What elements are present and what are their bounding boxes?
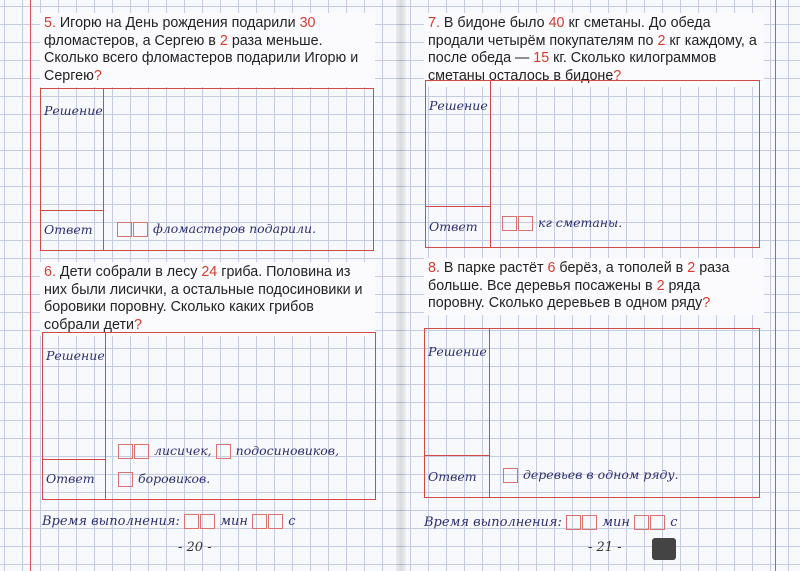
answer-label: Ответ bbox=[429, 219, 478, 234]
page-number: - 20 - bbox=[178, 540, 212, 555]
highlight-text: 5. bbox=[44, 15, 56, 31]
highlight-text: 15 bbox=[533, 50, 550, 66]
problem-8-text: 8. В парке растёт 6 берёз, а тополей в 2… bbox=[424, 258, 764, 315]
answer-label: Ответ bbox=[44, 222, 93, 237]
problem-text: кг каждому, а после обеда — bbox=[428, 32, 757, 67]
problem-text: кг. Сколько килограммов сметаны осталось… bbox=[428, 50, 717, 84]
answer-line: боровиков. bbox=[118, 471, 210, 487]
sec-cell[interactable] bbox=[634, 515, 650, 530]
problem-text: берёз, а тополей в bbox=[555, 260, 688, 276]
answer-cell[interactable] bbox=[133, 222, 148, 237]
problem-text: кг сметаны. До обеда продали четырём пок… bbox=[428, 15, 711, 49]
answer-cell[interactable] bbox=[118, 472, 133, 487]
problem-8-box: Решение Ответ деревьев в одном ряду. bbox=[424, 328, 760, 498]
problem-7-text: 7. В бидоне было 40 кг сметаны. До обеда… bbox=[424, 13, 764, 87]
min-cell[interactable] bbox=[184, 514, 200, 529]
highlight-text: 8. bbox=[428, 260, 440, 276]
problem-6-text: 6. Дети собрали в лесу 24 гриба. Половин… bbox=[40, 262, 375, 336]
answer-cell[interactable] bbox=[518, 216, 533, 231]
time-row: Время выполнения: мин с bbox=[424, 515, 678, 530]
problem-text: В парке растёт bbox=[439, 260, 548, 276]
sec-cell[interactable] bbox=[650, 515, 666, 530]
answer-cell[interactable] bbox=[215, 444, 231, 459]
problem-text: раза меньше. Сколько всего фломастеров п… bbox=[44, 32, 359, 84]
problem-5-text: 5. Игорю на День рождения подарили 30 фл… bbox=[40, 13, 375, 87]
problem-text: Игорю на День рождения подарили bbox=[55, 15, 300, 31]
problem-text: гриба. Половина из них были лисички, а о… bbox=[44, 264, 363, 333]
solution-label: Решение bbox=[44, 103, 103, 118]
margin-line bbox=[30, 0, 31, 571]
highlight-text: 2 bbox=[219, 32, 228, 49]
highlight-text: ? bbox=[613, 67, 622, 84]
book-spine bbox=[396, 0, 406, 571]
answer-line: лисичек, подосиновиков, bbox=[118, 443, 339, 459]
highlight-text: 6 bbox=[547, 260, 556, 276]
highlight-text: ? bbox=[134, 316, 142, 333]
problem-7-box: Решение Ответ кг сметаны. bbox=[425, 80, 760, 248]
sec-cell[interactable] bbox=[252, 514, 268, 529]
answer-line: деревьев в одном ряду. bbox=[503, 467, 679, 483]
highlight-text: 6. bbox=[44, 264, 56, 280]
margin-line bbox=[775, 0, 776, 571]
highlight-text: 7. bbox=[428, 15, 440, 31]
answer-cell[interactable] bbox=[502, 216, 517, 231]
solution-label: Решение bbox=[428, 344, 487, 359]
answer-line: фломастеров подарили. bbox=[117, 221, 316, 237]
time-row: Время выполнения: мин с bbox=[42, 514, 296, 529]
problem-5-box: Решение Ответ фломастеров подарили. bbox=[40, 88, 374, 251]
highlight-text: 30 bbox=[299, 15, 316, 31]
answer-cell[interactable] bbox=[117, 222, 132, 237]
problem-text: В бидоне было bbox=[439, 15, 549, 31]
problem-text: ряда поровну. Сколько деревьев в одном р… bbox=[428, 277, 703, 312]
solution-label: Решение bbox=[46, 348, 105, 363]
min-cell[interactable] bbox=[566, 515, 582, 530]
problem-text: раза больше. Все деревья посажены в bbox=[428, 260, 730, 294]
highlight-text: 2 bbox=[656, 277, 665, 294]
answer-cell[interactable] bbox=[503, 468, 518, 483]
highlight-text: 2 bbox=[687, 260, 696, 276]
problem-6-box: Решение Ответ лисичек, подосиновиков, бо… bbox=[42, 332, 376, 500]
highlight-text: 24 bbox=[201, 264, 218, 280]
problem-text: Дети собрали в лесу bbox=[55, 264, 202, 280]
answer-cell[interactable] bbox=[118, 444, 133, 459]
problem-text: фломастеров, а Сергею в bbox=[44, 32, 220, 49]
answer-label: Ответ bbox=[46, 471, 95, 486]
min-cell[interactable] bbox=[200, 514, 216, 529]
highlight-text: ? bbox=[702, 295, 711, 311]
answer-label: Ответ bbox=[428, 469, 477, 484]
publisher-logo bbox=[652, 538, 676, 560]
highlight-text: 40 bbox=[548, 15, 565, 31]
min-cell[interactable] bbox=[582, 515, 598, 530]
page-number: - 21 - bbox=[588, 540, 622, 555]
solution-label: Решение bbox=[429, 98, 488, 113]
answer-cell[interactable] bbox=[134, 444, 149, 459]
highlight-text: ? bbox=[93, 67, 102, 84]
highlight-text: 2 bbox=[657, 32, 666, 49]
sec-cell[interactable] bbox=[268, 514, 284, 529]
answer-line: кг сметаны. bbox=[502, 215, 622, 231]
